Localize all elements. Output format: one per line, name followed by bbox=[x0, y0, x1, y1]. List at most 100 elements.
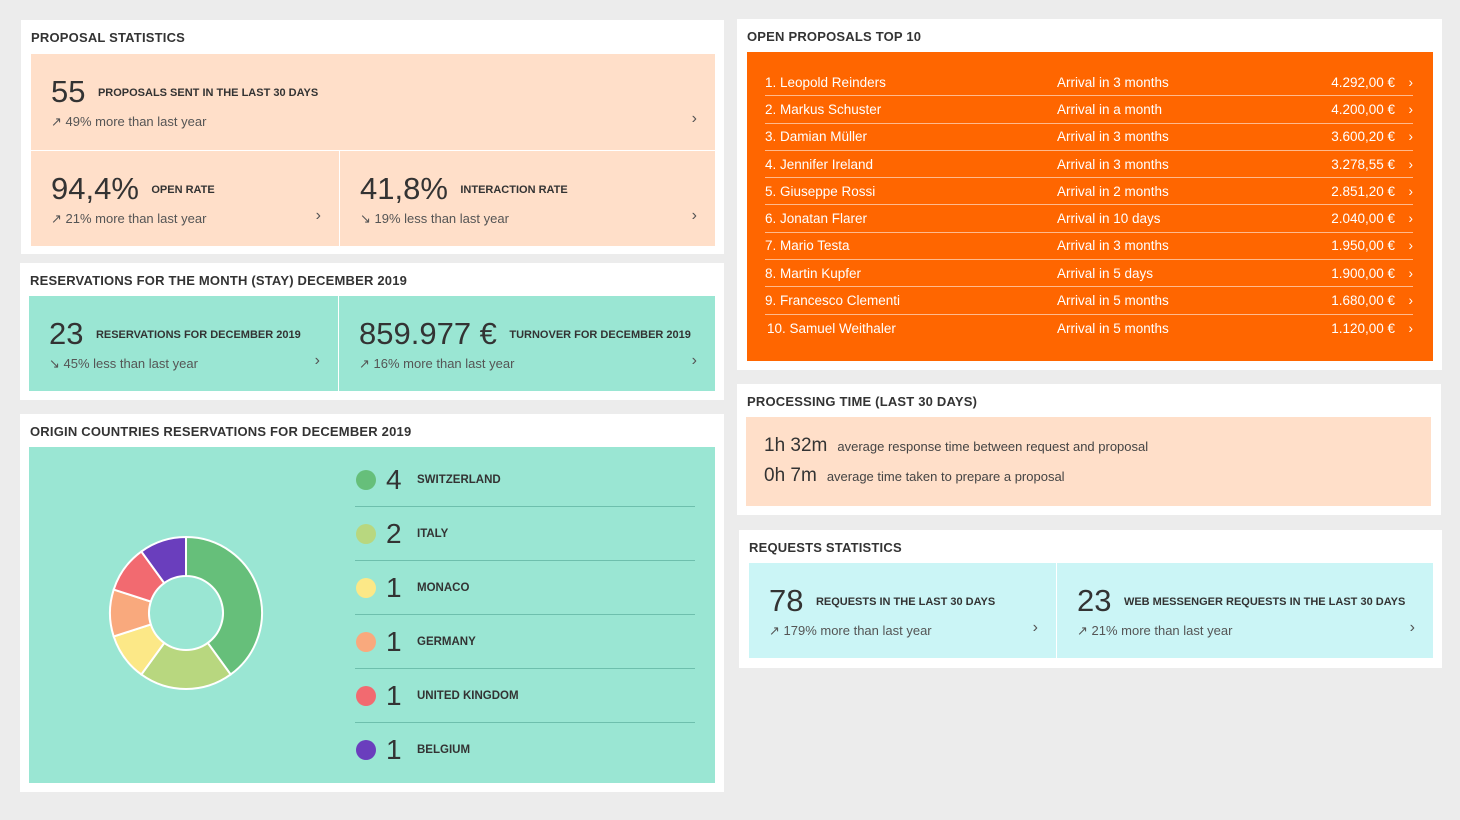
top10-row[interactable]: 2. Markus Schuster Arrival in a month 4.20… bbox=[765, 96, 1413, 124]
legend-row-belgium: 1 BELGIUM bbox=[355, 723, 695, 777]
top10-amount: 3.600,20 € bbox=[1331, 129, 1395, 145]
chevron-right-icon: › bbox=[1408, 156, 1414, 172]
chevron-right-icon: › bbox=[1408, 238, 1414, 254]
card-title: ORIGIN COUNTRIES RESERVATIONS FOR DECEMB… bbox=[30, 424, 412, 439]
reservations-card: RESERVATIONS FOR THE MONTH (STAY) DECEMB… bbox=[20, 263, 724, 400]
top10-name: 4. Jennifer Ireland bbox=[765, 156, 874, 172]
top10-arrival: Arrival in 5 months bbox=[1057, 293, 1169, 309]
card-title: REQUESTS STATISTICS bbox=[749, 540, 902, 555]
top10-name: 5. Giuseppe Rossi bbox=[765, 183, 876, 199]
legend-dot bbox=[356, 685, 376, 706]
top10-row[interactable]: 4. Jennifer Ireland Arrival in 3 months 3.… bbox=[765, 151, 1414, 179]
open-rate-label: OPEN RATE bbox=[151, 184, 215, 196]
response-time-value: 1h 32m bbox=[764, 435, 828, 456]
top10-name: 6. Jonatan Flarer bbox=[765, 211, 868, 227]
top10-name: 3. Damian Müller bbox=[765, 129, 868, 145]
open-proposals-top10-card: OPEN PROPOSALS TOP 10 1. Leopold Reinder… bbox=[737, 19, 1442, 370]
legend-dot bbox=[356, 577, 376, 598]
chevron-right-icon: › bbox=[315, 207, 321, 224]
interaction-rate-value: 41,8% bbox=[360, 171, 448, 206]
legend-count: 1 bbox=[386, 625, 402, 657]
top10-row[interactable]: 3. Damian Müller Arrival in 3 months 3.600… bbox=[765, 124, 1413, 151]
origin-donut-chart bbox=[109, 535, 263, 690]
top10-amount: 1.680,00 € bbox=[1331, 293, 1395, 309]
donut-slice-switzerland bbox=[185, 535, 263, 676]
top10-amount: 4.200,00 € bbox=[1331, 101, 1395, 117]
origin-countries-card: ORIGIN COUNTRIES RESERVATIONS FOR DECEMB… bbox=[20, 414, 724, 792]
top10-arrival: Arrival in 3 months bbox=[1057, 156, 1169, 172]
chevron-right-icon: › bbox=[691, 352, 697, 369]
chevron-right-icon: › bbox=[1408, 183, 1414, 199]
chevron-right-icon: › bbox=[1409, 619, 1415, 636]
web-messenger-tile[interactable]: 23 WEB MESSENGER REQUESTS IN THE LAST 30… bbox=[1057, 563, 1433, 658]
reservations-count-tile[interactable]: 23 RESERVATIONS FOR DECEMBER 2019 ↘ 45% … bbox=[29, 296, 338, 391]
legend-dot bbox=[356, 631, 376, 652]
web-messenger-change: ↗ 21% more than last year bbox=[1077, 623, 1233, 638]
open-rate-value: 94,4% bbox=[51, 171, 139, 206]
proposal-statistics-card: PROPOSAL STATISTICS 55 PROPOSALS SENT IN… bbox=[21, 20, 724, 254]
legend-dot bbox=[356, 740, 376, 760]
requests-label: REQUESTS IN THE LAST 30 DAYS bbox=[815, 596, 996, 608]
interaction-rate-tile[interactable]: 41,8% INTERACTION RATE ↘ 19% less than l… bbox=[340, 151, 715, 246]
open-rate-tile[interactable]: 94,4% OPEN RATE ↗ 21% more than last yea… bbox=[31, 151, 339, 246]
response-time-line: 1h 32m average response time between req… bbox=[764, 435, 1148, 457]
chevron-right-icon: › bbox=[1408, 320, 1414, 336]
top10-amount: 1.950,00 € bbox=[1331, 238, 1395, 254]
top10-row[interactable]: 8. Martin Kupfer Arrival in 5 days 1.900,0… bbox=[765, 260, 1413, 288]
top10-row[interactable]: 1. Leopold Reinders Arrival in 3 months 4.… bbox=[765, 69, 1413, 97]
turnover-label: TURNOVER FOR DECEMBER 2019 bbox=[509, 329, 691, 341]
top10-arrival: Arrival in 3 months bbox=[1057, 129, 1169, 145]
legend-row-switzerland: 4 SWITZERLAND bbox=[355, 453, 695, 507]
legend-country: GERMANY bbox=[417, 635, 476, 648]
top10-name: 1. Leopold Reinders bbox=[765, 74, 886, 90]
legend-count: 1 bbox=[386, 571, 402, 603]
legend-country: ITALY bbox=[417, 527, 449, 540]
top10-name: 7. Mario Testa bbox=[765, 238, 850, 254]
reservations-count-label: RESERVATIONS FOR DECEMBER 2019 bbox=[95, 329, 301, 341]
chevron-right-icon: › bbox=[1032, 619, 1038, 636]
proposals-sent-tile[interactable]: 55 PROPOSALS SENT IN THE LAST 30 DAYS ↗ … bbox=[31, 54, 715, 150]
legend-dot bbox=[356, 523, 376, 544]
legend-dot bbox=[356, 469, 376, 490]
top10-row[interactable]: 6. Jonatan Flarer Arrival in 10 days 2.040… bbox=[765, 206, 1413, 233]
chevron-right-icon: › bbox=[314, 352, 320, 369]
top10-amount: 2.040,00 € bbox=[1331, 211, 1395, 227]
chevron-right-icon: › bbox=[691, 207, 697, 224]
web-messenger-label: WEB MESSENGER REQUESTS IN THE LAST 30 DA… bbox=[1123, 596, 1406, 608]
interaction-rate-label: INTERACTION RATE bbox=[460, 184, 568, 196]
proposals-sent-label: PROPOSALS SENT IN THE LAST 30 DAYS bbox=[97, 87, 319, 99]
open-rate-change: ↗ 21% more than last year bbox=[51, 211, 207, 226]
processing-time-card: PROCESSING TIME (LAST 30 DAYS) 1h 32m av… bbox=[737, 384, 1441, 515]
card-title: PROCESSING TIME (LAST 30 DAYS) bbox=[747, 394, 978, 409]
top10-amount: 4.292,00 € bbox=[1331, 74, 1395, 90]
top10-row[interactable]: 7. Mario Testa Arrival in 3 months 1.950,0… bbox=[765, 233, 1414, 261]
reservations-count-change: ↘ 45% less than last year bbox=[49, 356, 198, 371]
top10-row[interactable]: 5. Giuseppe Rossi Arrival in 2 months 2.85… bbox=[765, 178, 1414, 206]
top10-arrival: Arrival in a month bbox=[1057, 101, 1163, 117]
chevron-right-icon: › bbox=[1408, 293, 1414, 309]
top10-arrival: Arrival in 5 days bbox=[1057, 265, 1154, 281]
prepare-time-desc: average time taken to prepare a proposal bbox=[826, 469, 1065, 484]
requests-value: 78 bbox=[769, 583, 804, 618]
top10-name: 2. Markus Schuster bbox=[765, 101, 882, 117]
top10-name: 10. Samuel Weithaler bbox=[767, 320, 896, 336]
requests-change: ↗ 179% more than last year bbox=[769, 623, 932, 638]
top10-row[interactable]: 10. Samuel Weithaler Arrival in 5 months 1… bbox=[767, 315, 1413, 342]
legend-row-germany: 1 GERMANY bbox=[355, 615, 695, 669]
turnover-value: 859.977 € bbox=[359, 316, 497, 351]
top10-arrival: Arrival in 5 months bbox=[1057, 320, 1169, 336]
chevron-right-icon: › bbox=[691, 110, 697, 127]
prepare-time-line: 0h 7m average time taken to prepare a pr… bbox=[764, 465, 1065, 487]
requests-tile[interactable]: 78 REQUESTS IN THE LAST 30 DAYS ↗ 179% m… bbox=[749, 563, 1056, 658]
turnover-tile[interactable]: 859.977 € TURNOVER FOR DECEMBER 2019 ↗ 1… bbox=[339, 296, 715, 391]
origin-countries-panel: 4 SWITZERLAND 2 ITALY 1 MONACO 1 GERMANY… bbox=[29, 447, 715, 783]
legend-count: 4 bbox=[386, 463, 402, 495]
top10-row[interactable]: 9. Francesco Clementi Arrival in 5 months… bbox=[765, 287, 1414, 315]
interaction-rate-change: ↘ 19% less than last year bbox=[360, 211, 509, 226]
top10-name: 9. Francesco Clementi bbox=[765, 293, 901, 309]
processing-panel: 1h 32m average response time between req… bbox=[746, 417, 1431, 506]
top10-arrival: Arrival in 10 days bbox=[1057, 211, 1161, 227]
top10-amount: 2.851,20 € bbox=[1331, 183, 1395, 199]
donut-slice-belgium bbox=[139, 535, 187, 585]
legend-count: 1 bbox=[386, 679, 402, 711]
